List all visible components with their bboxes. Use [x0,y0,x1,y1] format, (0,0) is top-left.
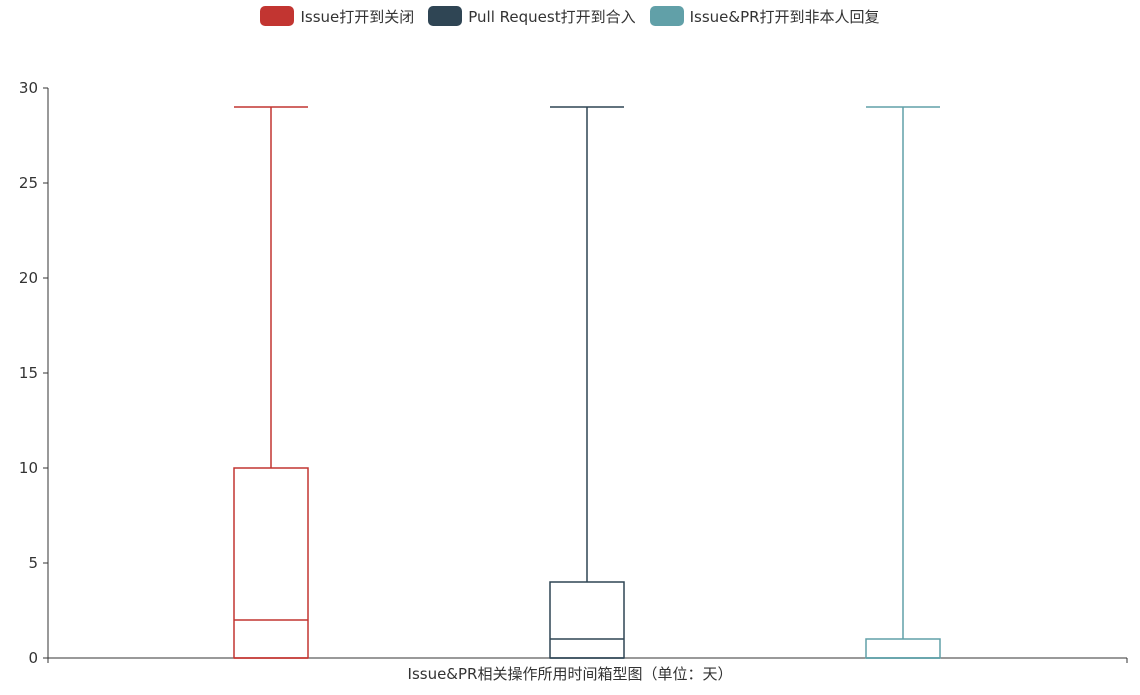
series-1-box [549,581,625,659]
y-tick-label-15: 15 [19,364,38,382]
series-0-box [233,467,309,659]
y-tick-label-25: 25 [19,174,38,192]
legend-swatch-pr-merge [428,6,463,26]
legend-swatch-first-reply [649,6,684,26]
legend-label-first-reply: Issue&PR打开到非本人回复 [689,7,880,26]
legend-label-issue-close: Issue打开到关闭 [300,7,415,26]
legend: Issue打开到关闭 Pull Request打开到合入 Issue&PR打开到… [0,4,1140,28]
series-2-box [865,638,941,659]
legend-label-pr-merge: Pull Request打开到合入 [468,7,636,26]
legend-item-first-reply[interactable]: Issue&PR打开到非本人回复 [649,6,880,27]
y-tick-label-0: 0 [28,649,38,667]
x-axis-title: Issue&PR相关操作所用时间箱型图（单位：天） [407,665,733,683]
legend-item-pr-merge[interactable]: Pull Request打开到合入 [428,6,636,27]
y-tick-label-5: 5 [28,554,38,572]
y-tick-label-10: 10 [19,459,38,477]
y-tick-label-20: 20 [19,269,38,287]
legend-swatch-issue-close [260,6,295,26]
y-tick-label-30: 30 [19,79,38,97]
legend-item-issue-close[interactable]: Issue打开到关闭 [260,6,414,27]
